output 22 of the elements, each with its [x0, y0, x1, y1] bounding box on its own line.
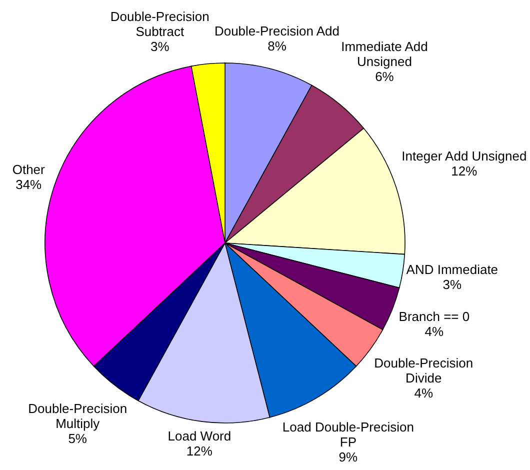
data-label: 8% — [268, 38, 287, 54]
slice-label: Integer Add Unsigned — [402, 148, 527, 164]
data-label: 12% — [186, 443, 213, 458]
slice-label: Load Word — [168, 428, 232, 444]
data-label: 12% — [451, 163, 478, 178]
slice-label: AND Immediate — [406, 262, 498, 277]
data-label: 9% — [338, 449, 358, 464]
data-label: 3% — [150, 38, 170, 54]
slice-label: Double-Precision Multiply — [28, 401, 128, 432]
data-label: 34% — [16, 177, 42, 192]
slice-label: Double-Precision Divide — [374, 355, 474, 386]
data-label: 6% — [375, 68, 394, 84]
data-label: 4% — [424, 324, 444, 339]
data-label: 5% — [68, 431, 88, 446]
data-label: 3% — [442, 276, 462, 292]
slice-label: Branch == 0 — [398, 308, 470, 324]
data-label: 4% — [414, 385, 434, 400]
slice-label: Other — [12, 162, 46, 178]
slice-label: Load Double-Precision FP — [282, 419, 414, 450]
slice-label: Immediate Add Unsigned — [341, 38, 428, 69]
slice-label: Double-Precision Subtract — [110, 8, 210, 39]
slice-label: Double-Precision Add — [214, 24, 340, 39]
